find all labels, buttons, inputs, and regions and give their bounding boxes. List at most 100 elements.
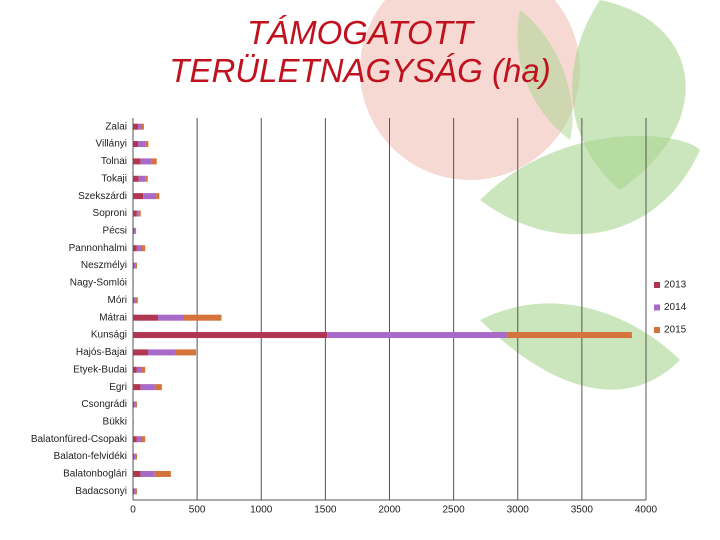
y-tick-label: Szekszárdi <box>78 191 127 202</box>
y-tick-label: Egri <box>109 382 127 393</box>
decoration <box>480 135 700 235</box>
bar <box>148 349 175 356</box>
y-tick-label: Mátrai <box>99 312 127 323</box>
bar <box>133 366 137 373</box>
bar <box>133 227 135 234</box>
bar <box>145 141 149 148</box>
legend-label: 2015 <box>664 325 687 336</box>
bar <box>145 175 148 182</box>
bar <box>133 297 135 304</box>
x-tick-label: 1500 <box>314 505 337 516</box>
y-tick-label: Tolnai <box>101 156 127 167</box>
y-tick-label: Hajós-Bajai <box>76 347 127 358</box>
bar <box>133 349 149 356</box>
bar <box>134 488 136 495</box>
bar <box>133 436 137 443</box>
bar <box>154 384 162 391</box>
bar <box>135 227 137 234</box>
y-tick-label: Balatonfüred-Csopaki <box>31 434 127 445</box>
bar <box>133 488 135 495</box>
bar <box>158 314 184 321</box>
bar <box>133 158 141 165</box>
decoration <box>517 10 573 140</box>
bar <box>138 141 146 148</box>
bar <box>135 401 137 408</box>
bar <box>133 384 141 391</box>
bar <box>133 332 328 339</box>
bar <box>133 470 141 477</box>
y-tick-label: Neszmélyi <box>81 260 127 271</box>
y-tick-label: Balatonboglári <box>63 469 127 480</box>
bar <box>133 418 134 425</box>
bar <box>138 175 146 182</box>
y-tick-label: Zalai <box>105 121 127 132</box>
x-tick-label: 4000 <box>635 505 658 516</box>
bar <box>134 453 136 460</box>
bar <box>327 332 507 339</box>
bar <box>138 210 141 217</box>
bar <box>141 123 144 130</box>
bar <box>138 123 142 130</box>
bar <box>133 210 137 217</box>
bar <box>133 314 159 321</box>
bar <box>174 349 197 356</box>
bar <box>133 453 135 460</box>
bar <box>134 262 136 269</box>
bar <box>133 262 135 269</box>
bar <box>140 158 152 165</box>
x-tick-label: 500 <box>189 505 206 516</box>
bar <box>136 210 139 217</box>
legend-swatch <box>654 304 660 311</box>
bar <box>506 332 632 339</box>
bar <box>136 366 142 373</box>
bar <box>141 436 146 443</box>
legend-label: 2013 <box>664 280 687 291</box>
y-tick-label: Villányi <box>96 139 128 150</box>
bar <box>134 297 136 304</box>
bar <box>141 366 146 373</box>
bar <box>133 123 139 130</box>
y-tick-label: Soproni <box>93 208 127 219</box>
y-tick-label: Pannonhalmi <box>69 243 127 254</box>
bar <box>183 314 222 321</box>
bar <box>135 262 137 269</box>
bar <box>134 401 136 408</box>
x-tick-label: 2000 <box>378 505 401 516</box>
y-tick-label: Nagy-Somlói <box>70 278 127 289</box>
y-tick-label: Badacsonyi <box>75 486 127 497</box>
chart-title: TÁMOGATOTT TERÜLETNAGYSÁG (ha) <box>169 14 551 89</box>
bar <box>141 245 146 252</box>
decoration <box>480 303 680 390</box>
bar <box>136 436 142 443</box>
bar <box>140 470 155 477</box>
bar <box>133 245 137 252</box>
bar <box>156 193 160 200</box>
x-tick-label: 0 <box>130 505 136 516</box>
bar <box>136 245 142 252</box>
x-tick-label: 2500 <box>443 505 466 516</box>
bar <box>133 193 144 200</box>
bar <box>151 158 157 165</box>
bar <box>133 401 135 408</box>
bar <box>134 227 136 234</box>
bar <box>135 297 138 304</box>
legend-swatch <box>654 327 660 333</box>
x-tick-label: 1000 <box>250 505 273 516</box>
bar <box>154 470 171 477</box>
bar <box>140 384 155 391</box>
y-tick-label: Pécsi <box>103 226 127 237</box>
y-tick-label: Bükki <box>103 417 127 428</box>
bar <box>133 279 134 286</box>
bar <box>133 175 139 182</box>
y-tick-label: Tokaji <box>101 173 127 184</box>
legend-label: 2014 <box>664 302 687 313</box>
x-tick-label: 3000 <box>507 505 530 516</box>
bar <box>135 453 137 460</box>
legend-swatch <box>654 282 660 288</box>
bar <box>143 193 157 200</box>
y-tick-label: Móri <box>108 295 127 306</box>
y-tick-label: Csongrádi <box>81 399 127 410</box>
y-tick-label: Etyek-Budai <box>73 364 127 375</box>
